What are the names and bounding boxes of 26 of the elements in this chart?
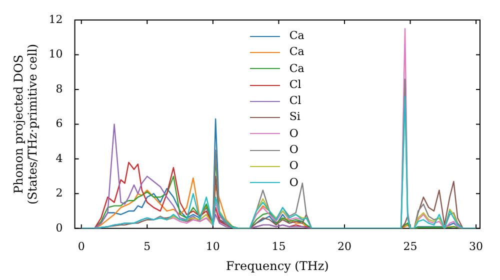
x-tick-label: 5 — [144, 240, 151, 253]
y-tick-label: 6 — [56, 117, 63, 130]
legend-label: Ca — [289, 28, 304, 44]
x-axis-title: Frequency (THz) — [226, 258, 329, 273]
x-tick-label: 25 — [403, 240, 418, 253]
legend-label: O — [289, 142, 298, 158]
legend-label: Ca — [289, 60, 304, 77]
y-tick-label: 8 — [56, 82, 63, 96]
legend-label: O — [289, 174, 298, 191]
legend-label: O — [289, 158, 298, 174]
legend-label: Cl — [289, 76, 302, 93]
legend-label: O — [289, 126, 298, 142]
legend-label: Cl — [289, 93, 302, 110]
legend-label: Ca — [289, 44, 304, 60]
y-tick-label: 10 — [48, 48, 63, 61]
y-tick-label: 4 — [56, 152, 63, 165]
x-tick-label: 15 — [272, 240, 286, 253]
x-tick-label: 20 — [337, 240, 352, 253]
y-tick-label: 12 — [48, 12, 63, 26]
y-axis-title: Phonon projected DOS (States/THz·primitive cell) — [11, 44, 40, 205]
y-tick-label: 0 — [56, 221, 63, 234]
x-tick-label: 10 — [206, 240, 220, 253]
x-tick-label: 30 — [469, 240, 484, 253]
legend-label: Si — [289, 109, 300, 126]
x-tick-label: 0 — [78, 240, 85, 253]
y-tick-label: 2 — [56, 186, 63, 200]
